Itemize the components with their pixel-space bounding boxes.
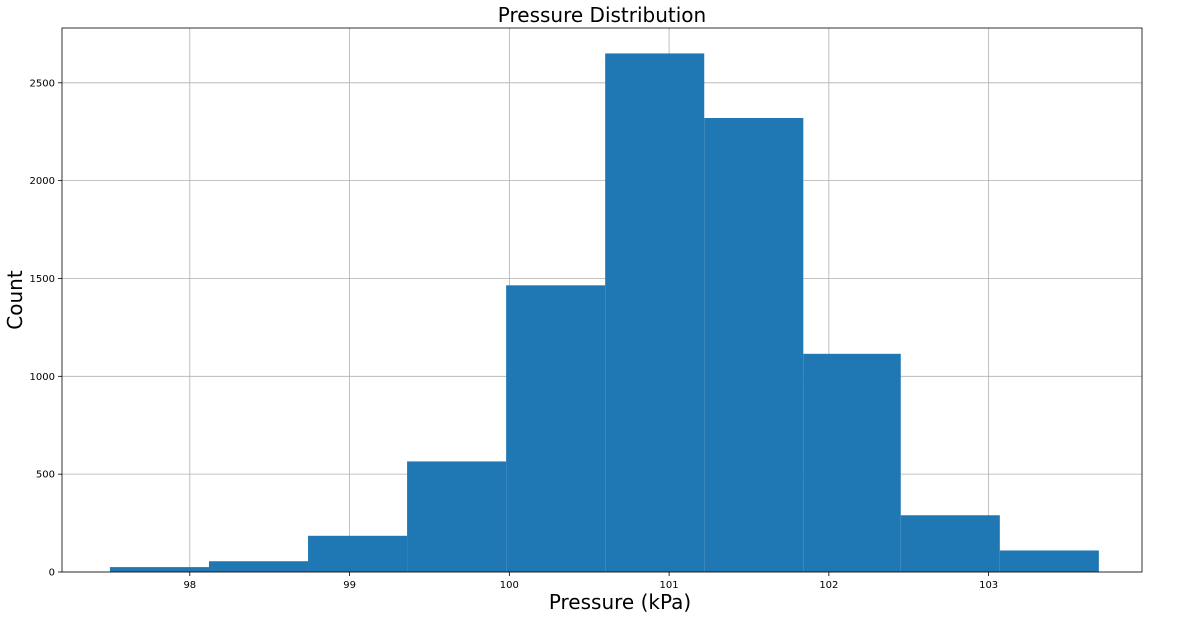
y-tick-label: 500 [36,470,55,481]
histogram-bar [704,118,804,572]
y-tick-label: 2500 [30,78,55,89]
y-tick-label: 1500 [30,274,55,285]
histogram-bar [506,285,606,572]
plot-frame [61,27,1143,573]
histogram-bar [109,567,209,572]
y-tick-label: 0 [49,568,55,579]
x-tick-label: 100 [500,580,519,591]
histogram-bar [803,353,901,572]
x-tick-label: 103 [979,580,998,591]
histogram-bar [308,535,408,572]
y-tick-label: 2000 [30,176,55,187]
bars [109,53,1099,573]
x-axis-label: Pressure (kPa) [549,590,691,614]
y-axis-ticks: 0 500 1000 1500 2000 2500 [30,78,62,579]
histogram-bar [407,461,507,572]
x-axis-ticks: 98 99 100 101 102 103 [183,572,998,591]
histogram-bar [605,53,705,573]
chart-title: Pressure Distribution [498,3,706,27]
x-tick-label: 101 [660,580,679,591]
y-axis-label: Count [3,270,27,330]
x-tick-label: 99 [343,580,356,591]
y-tick-label: 1000 [30,372,55,383]
histogram-bar [208,561,309,572]
histogram-bar [999,550,1099,572]
x-tick-label: 102 [819,580,838,591]
histogram-bar [900,515,1000,572]
x-tick-label: 98 [183,580,196,591]
